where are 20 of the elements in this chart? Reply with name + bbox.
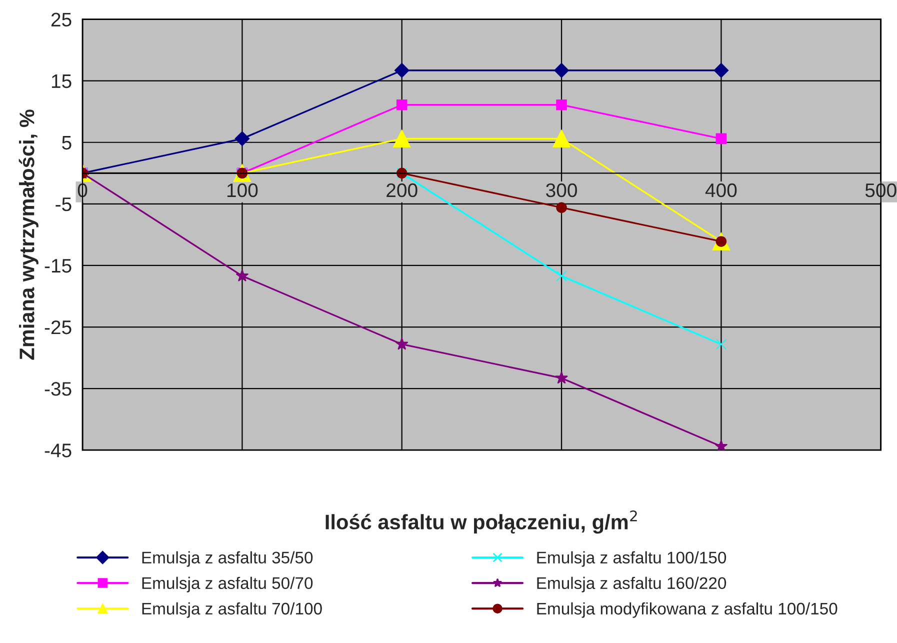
legend-label: Emulsja z asfaltu 70/100 [142, 602, 322, 618]
x-tick-label: 300 [546, 183, 577, 198]
legend-label: Emulsja z asfaltu 160/220 [537, 576, 726, 592]
x-axis-title: Ilość asfaltu w połączeniu, g/m$^{2}$ [326, 510, 637, 534]
y-tick-label: -35 [44, 382, 72, 396]
x-tick-label: 200 [386, 183, 418, 198]
x-tick-label: 100 [227, 183, 258, 198]
legend-label: Emulsja z asfaltu 50/70 [142, 576, 313, 592]
y-tick-label: 25 [51, 12, 72, 27]
y-axis-title: Zmiana wytrzymałości, % [18, 110, 38, 360]
y-tick-label: 5 [62, 136, 72, 150]
legend-label: Emulsja z asfaltu 35/50 [142, 551, 313, 567]
legend-label: Emulsja modyfikowana z asfaltu 100/150 [537, 602, 838, 618]
y-tick-label: -25 [44, 320, 72, 334]
y-tick-label: -15 [44, 259, 72, 273]
y-tick-label: -45 [44, 444, 72, 458]
legend-label: Emulsja z asfaltu 100/150 [537, 551, 726, 567]
y-tick-label: 15 [52, 74, 72, 88]
y-tick-label: -5 [56, 198, 72, 212]
x-tick-label: 400 [705, 183, 737, 198]
